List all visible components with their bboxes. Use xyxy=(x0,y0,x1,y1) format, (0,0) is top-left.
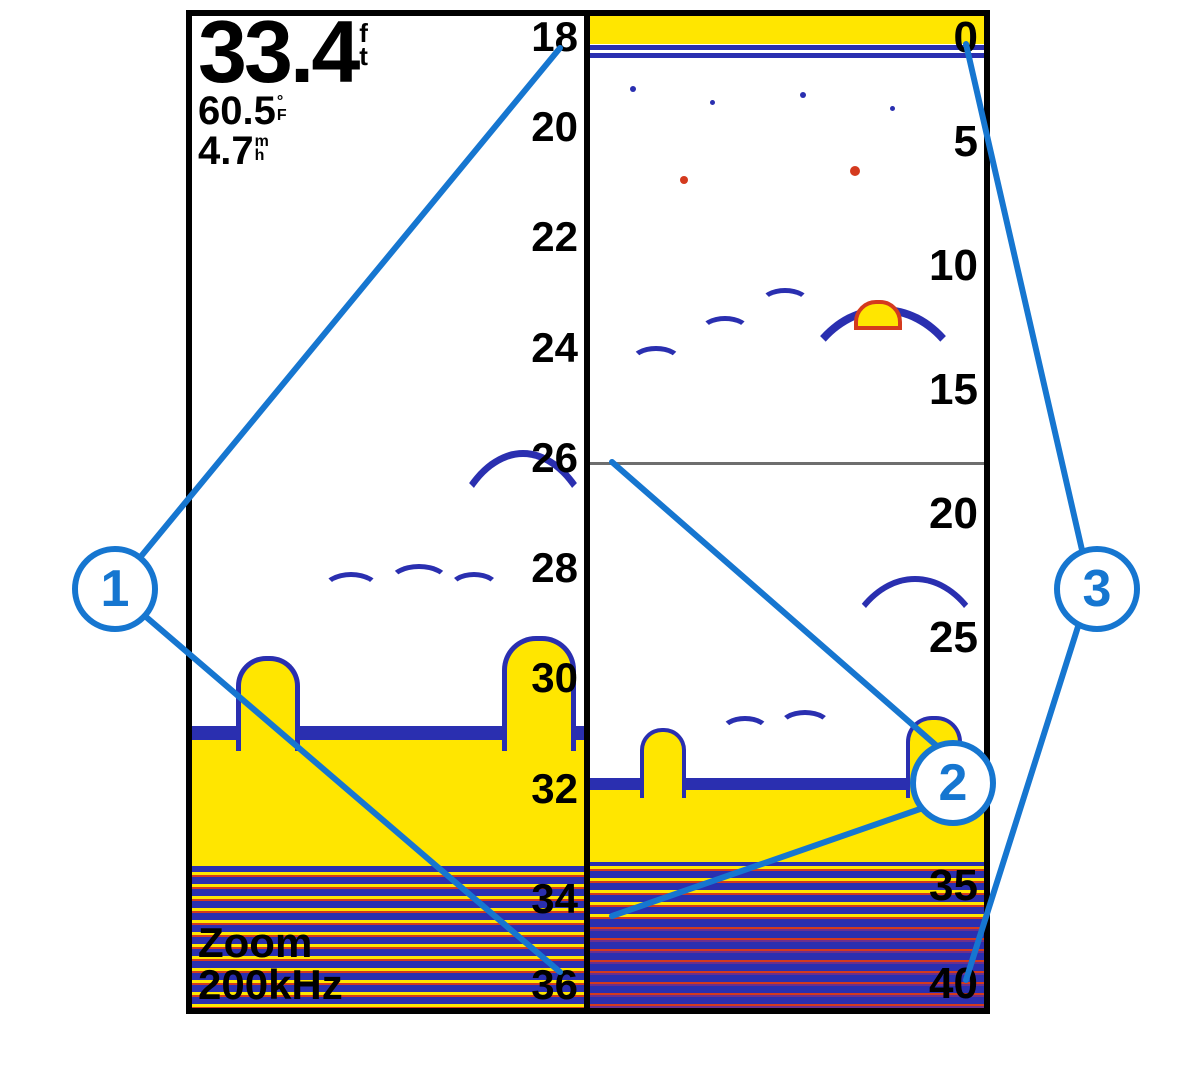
callout-2: 2 xyxy=(910,740,996,826)
fish-arch-large xyxy=(436,450,590,757)
depth-tick: 34 xyxy=(531,878,578,920)
depth-tick: 24 xyxy=(531,327,578,369)
depth-tick: 18 xyxy=(531,16,578,58)
depth-tick: 20 xyxy=(531,106,578,148)
callout-label: 1 xyxy=(101,559,130,619)
depth-tick: 25 xyxy=(929,616,978,660)
fish-arch xyxy=(700,316,750,345)
callout-label: 2 xyxy=(939,753,968,813)
speed-unit: h xyxy=(255,149,269,163)
surface-return xyxy=(590,16,984,44)
depth-tick: 40 xyxy=(929,962,978,1006)
surface-clutter xyxy=(590,44,984,58)
callout-3: 3 xyxy=(1054,546,1140,632)
depth-tick: 28 xyxy=(531,547,578,589)
mode-freq: 200kHz xyxy=(198,964,343,1006)
depth-tick: 0 xyxy=(954,16,978,60)
sonar-display: 33.4 f t 60.5 ° F 4.7 m xyxy=(186,10,990,1014)
zoom-preview-upper xyxy=(590,462,984,465)
clutter xyxy=(680,176,688,184)
callout-1: 1 xyxy=(72,546,158,632)
clutter xyxy=(710,100,715,105)
depth-tick: 35 xyxy=(929,864,978,908)
readouts: 33.4 f t 60.5 ° F 4.7 m xyxy=(198,16,365,171)
mode-zoom: Zoom xyxy=(198,922,343,964)
fish-arch xyxy=(720,716,770,747)
seabed-noise-deep xyxy=(590,922,984,1008)
depth-tick: 20 xyxy=(929,492,978,536)
clutter xyxy=(890,106,895,111)
fish-arch xyxy=(630,346,682,377)
fish-arch xyxy=(322,572,380,607)
depth-tick: 36 xyxy=(531,964,578,1006)
callout-label: 3 xyxy=(1083,559,1112,619)
temp-value: 60.5 xyxy=(198,91,276,131)
depth-tick: 5 xyxy=(954,120,978,164)
clutter xyxy=(850,166,860,176)
mode-label: Zoom 200kHz xyxy=(198,922,343,1006)
depth-unit: t xyxy=(359,45,365,68)
zoom-pane: 33.4 f t 60.5 ° F 4.7 m xyxy=(192,16,590,1008)
full-pane: 0 5 10 15 20 25 35 40 xyxy=(590,16,984,1008)
depth-tick: 15 xyxy=(929,368,978,412)
clutter xyxy=(630,86,636,92)
depth-tick: 26 xyxy=(531,437,578,479)
figure: 33.4 f t 60.5 ° F 4.7 m xyxy=(0,0,1200,1074)
fish-arch xyxy=(760,288,810,317)
depth-tick: 22 xyxy=(531,216,578,258)
depth-tick: 30 xyxy=(531,657,578,699)
depth-tick: 10 xyxy=(929,244,978,288)
speed-value: 4.7 xyxy=(198,131,254,171)
structure xyxy=(640,728,686,798)
structure xyxy=(236,656,300,751)
depth-readout: 33.4 f t xyxy=(198,16,365,91)
fish-arch-large-peak xyxy=(854,300,902,330)
fish-arch xyxy=(778,710,832,743)
clutter xyxy=(800,92,806,98)
depth-value: 33.4 xyxy=(198,16,357,91)
seabed-noise xyxy=(590,862,984,922)
temp-unit: F xyxy=(277,109,287,123)
speed-readout: 4.7 m h xyxy=(198,131,365,171)
depth-tick: 32 xyxy=(531,768,578,810)
